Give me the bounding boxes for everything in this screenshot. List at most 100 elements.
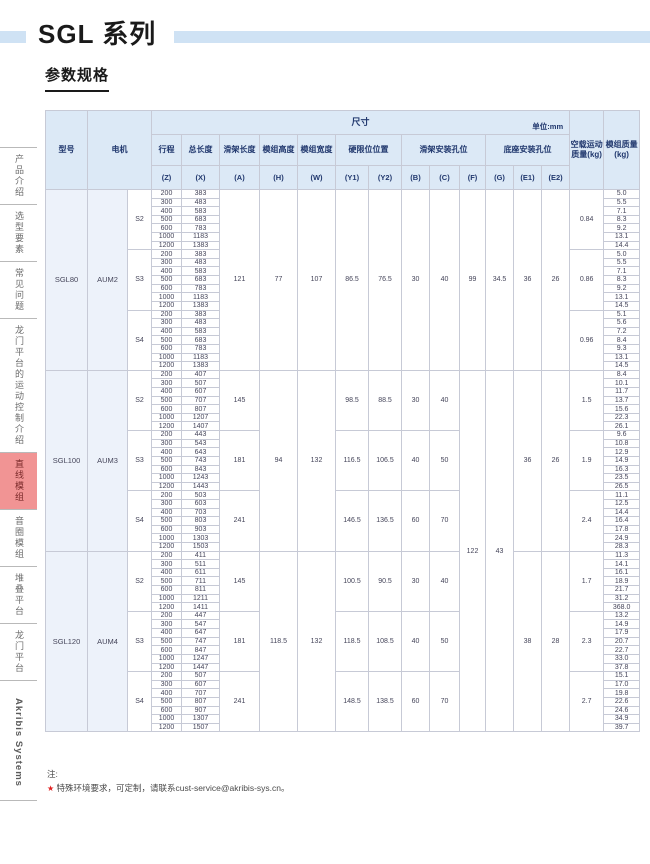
dim-a-cell: 241 bbox=[219, 671, 260, 733]
dimensions-title: 尺寸 bbox=[351, 116, 370, 127]
module-mass-cell: 9.2 bbox=[603, 223, 641, 234]
module-mass-cell: 368.0 bbox=[603, 602, 641, 612]
total-length-cell: 411 bbox=[181, 550, 220, 561]
stroke-cell: 400 bbox=[151, 447, 182, 457]
dim-w-cell: 132 bbox=[297, 550, 336, 733]
module-mass-cell: 8.4 bbox=[603, 369, 641, 380]
unit-label: 单位:mm bbox=[532, 121, 564, 131]
module-mass-cell: 19.8 bbox=[603, 688, 641, 698]
sidebar-item-常见问题[interactable]: 常见问题 bbox=[0, 261, 37, 318]
note-label: 注: bbox=[47, 769, 58, 779]
total-length-cell: 383 bbox=[181, 189, 220, 199]
col-header-motor: 电机 bbox=[87, 110, 152, 190]
size-cell: S4 bbox=[127, 309, 152, 371]
col-header-no-load-mass: 空载运动质量(kg) bbox=[569, 110, 605, 190]
sub-header-c: (C) bbox=[429, 165, 460, 190]
sub-header-e1: (E1) bbox=[513, 165, 542, 190]
module-mass-cell: 17.8 bbox=[603, 524, 641, 535]
total-length-cell: 483 bbox=[181, 257, 220, 268]
stroke-cell: 400 bbox=[151, 688, 182, 698]
module-mass-cell: 26.5 bbox=[603, 481, 641, 492]
module-mass-cell: 5.6 bbox=[603, 318, 641, 328]
dim-c-cell: 40 bbox=[429, 189, 460, 371]
size-cell: S3 bbox=[127, 430, 152, 492]
module-mass-cell: 33.0 bbox=[603, 653, 641, 664]
module-mass-cell: 18.9 bbox=[603, 576, 641, 587]
module-mass-cell: 9.6 bbox=[603, 430, 641, 440]
total-length-cell: 803 bbox=[181, 516, 220, 526]
sub-header-x: (X) bbox=[181, 165, 220, 190]
stroke-cell: 300 bbox=[151, 619, 182, 630]
module-mass-cell: 10.1 bbox=[603, 378, 641, 388]
stroke-cell: 1000 bbox=[151, 352, 182, 363]
sidebar-item-龙门平台的运动控制介绍[interactable]: 龙门平台的运动控制介绍 bbox=[0, 318, 37, 452]
total-length-cell: 1503 bbox=[181, 542, 220, 552]
stroke-cell: 1200 bbox=[151, 361, 182, 371]
module-mass-cell: 37.8 bbox=[603, 662, 641, 673]
module-mass-cell: 11.1 bbox=[603, 490, 641, 500]
sidebar-item-选型要素[interactable]: 选型要素 bbox=[0, 204, 37, 261]
dim-y2-cell: 138.5 bbox=[368, 671, 402, 733]
stroke-cell: 1200 bbox=[151, 542, 182, 552]
stroke-cell: 1200 bbox=[151, 722, 182, 733]
table-row: 1000 1303 24.9 bbox=[46, 533, 641, 543]
total-length-cell: 443 bbox=[181, 430, 220, 440]
total-length-cell: 1407 bbox=[181, 421, 220, 432]
total-length-cell: 1411 bbox=[181, 602, 220, 612]
total-length-cell: 707 bbox=[181, 395, 220, 406]
sub-header-g: (G) bbox=[485, 165, 514, 190]
total-length-cell: 1443 bbox=[181, 481, 220, 492]
table-row: SGL100 AUM3 S2 200 407 145 94 132 98.5 88.5 30 40 12… bbox=[45, 369, 641, 733]
dim-e1-cell: 36 bbox=[513, 189, 542, 371]
table-row: S3 200 443 181 116.5 106.5 40 50 1.9 9.6 bbox=[46, 430, 641, 492]
col-header-stroke: 行程 bbox=[151, 134, 182, 166]
total-length-cell: 703 bbox=[181, 507, 220, 518]
stroke-cell: 200 bbox=[151, 189, 182, 199]
module-mass-cell: 26.1 bbox=[603, 421, 641, 432]
dim-c-cell: 50 bbox=[429, 430, 460, 492]
total-length-cell: 447 bbox=[181, 610, 220, 621]
table-row: SGL80 AUM2 S2 200 383 121 77 107 86.5 76.5 30 40 99 3… bbox=[45, 188, 641, 371]
page-title: 参数规格 bbox=[45, 64, 110, 92]
sidebar-item-直线模组[interactable]: 直线模组 bbox=[0, 452, 37, 509]
module-mass-cell: 5.5 bbox=[603, 197, 641, 208]
dim-a-cell: 181 bbox=[219, 430, 260, 492]
table-row: 300 507 10.1 bbox=[46, 378, 641, 388]
module-mass-cell: 12.5 bbox=[603, 498, 641, 509]
total-length-cell: 1211 bbox=[181, 593, 220, 604]
total-length-cell: 1243 bbox=[181, 473, 220, 483]
stroke-cell: 1000 bbox=[151, 232, 182, 242]
sidebar-item-堆叠平台[interactable]: 堆叠平台 bbox=[0, 566, 37, 623]
stroke-cell: 500 bbox=[151, 455, 182, 466]
no-load-mass-cell: 1.5 bbox=[569, 369, 605, 432]
total-length-cell: 783 bbox=[181, 343, 220, 354]
total-length-cell: 783 bbox=[181, 223, 220, 234]
stroke-cell: 1000 bbox=[151, 714, 182, 724]
stroke-cell: 400 bbox=[151, 266, 182, 277]
module-mass-cell: 5.1 bbox=[603, 309, 641, 320]
stroke-cell: 500 bbox=[151, 275, 182, 285]
sidebar-item-音圈模组[interactable]: 音圈模组 bbox=[0, 509, 37, 566]
col-header-module-mass: 模组质量(kg) bbox=[603, 110, 641, 190]
dim-w-cell: 107 bbox=[297, 189, 336, 371]
sub-header-y2: (Y2) bbox=[368, 165, 402, 190]
sub-header-w: (W) bbox=[297, 165, 336, 190]
model-cell: SGL120 bbox=[45, 550, 88, 733]
sidebar-item-龙门平台[interactable]: 龙门平台 bbox=[0, 623, 37, 681]
dim-y1-cell: 116.5 bbox=[335, 430, 369, 492]
total-length-cell: 807 bbox=[181, 404, 220, 414]
module-mass-cell: 9.2 bbox=[603, 283, 641, 294]
module-mass-cell: 12.9 bbox=[603, 447, 641, 457]
sidebar-item-label: 直线模组 bbox=[14, 459, 24, 503]
total-length-cell: 707 bbox=[181, 688, 220, 698]
module-mass-cell: 8.3 bbox=[603, 214, 641, 225]
module-mass-cell: 23.5 bbox=[603, 473, 641, 483]
total-length-cell: 583 bbox=[181, 266, 220, 277]
total-length-cell: 807 bbox=[181, 696, 220, 707]
module-mass-cell: 22.7 bbox=[603, 645, 641, 655]
module-mass-cell: 17.9 bbox=[603, 628, 641, 638]
total-length-cell: 547 bbox=[181, 619, 220, 630]
module-mass-cell: 13.1 bbox=[603, 232, 641, 242]
dim-y1-cell: 100.5 bbox=[335, 550, 369, 612]
sidebar-item-产品介绍[interactable]: 产品介绍 bbox=[0, 147, 37, 204]
